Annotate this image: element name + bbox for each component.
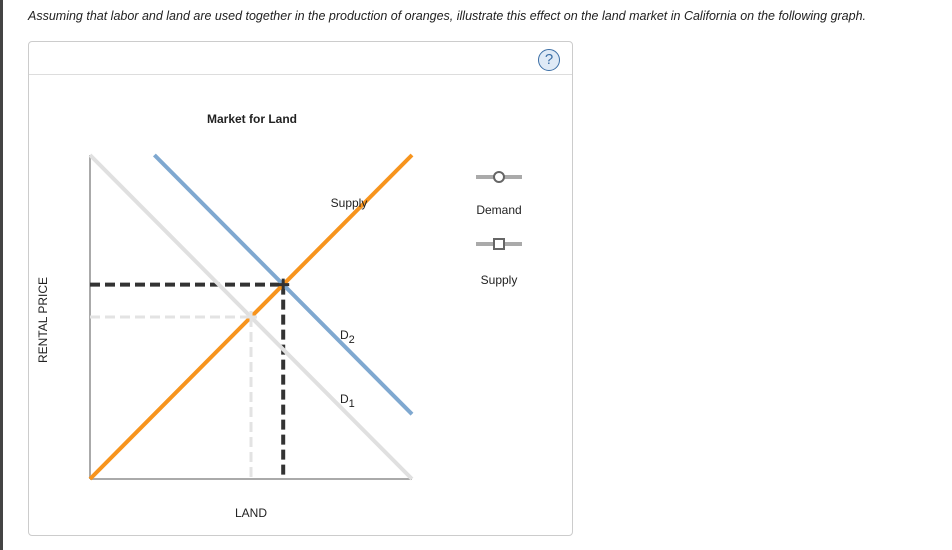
legend-demand-label: Demand xyxy=(476,203,521,217)
x-axis-label: LAND xyxy=(235,506,267,520)
graph-panel: ? xyxy=(28,41,573,536)
chart-title: Market for Land xyxy=(207,112,297,126)
question-prompt: Assuming that labor and land are used to… xyxy=(28,9,867,23)
legend: Demand Supply xyxy=(476,171,522,287)
header-divider xyxy=(29,74,572,75)
equilibrium-cross-marker[interactable] xyxy=(245,311,257,323)
legend-demand-circle-icon[interactable] xyxy=(493,171,505,183)
curve-label-supply: Supply xyxy=(331,196,368,210)
question-mark-icon[interactable]: ? xyxy=(538,49,560,71)
legend-supply-label: Supply xyxy=(481,273,518,287)
left-border xyxy=(0,0,3,550)
y-axis-label: RENTAL PRICE xyxy=(36,277,50,363)
equilibrium-cross-marker[interactable] xyxy=(277,278,290,291)
legend-supply-square-icon[interactable] xyxy=(493,238,505,250)
